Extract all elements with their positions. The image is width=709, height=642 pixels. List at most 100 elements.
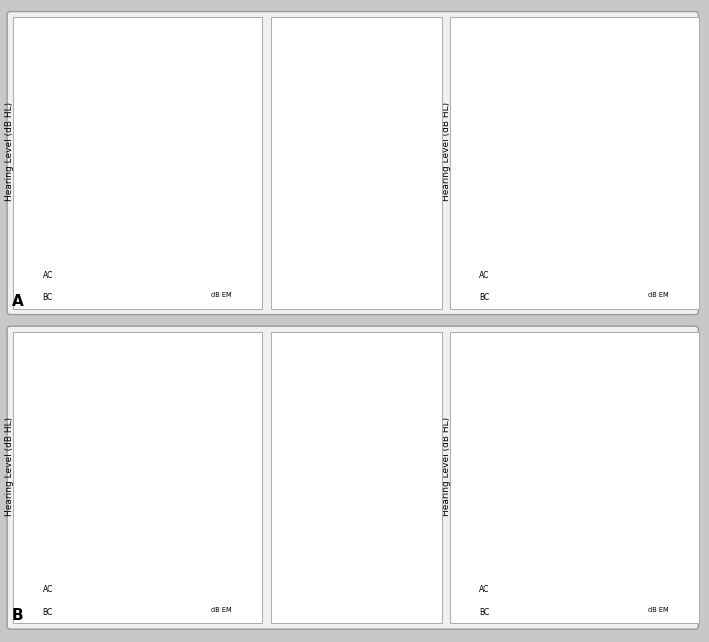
Text: X: X xyxy=(406,378,412,387)
Text: UCL: UCL xyxy=(277,517,292,526)
Text: t: t xyxy=(374,529,378,538)
Text: X: X xyxy=(406,353,412,362)
Text: BC: BC xyxy=(43,293,52,302)
Text: Right: Right xyxy=(332,349,354,358)
Text: AC unmasked: AC unmasked xyxy=(277,353,330,362)
Text: M: M xyxy=(372,189,380,198)
Title: Left Ear: Left Ear xyxy=(557,333,607,343)
Text: BC forehead masked: BC forehead masked xyxy=(277,101,356,110)
Text: Ø: Ø xyxy=(340,152,347,160)
Text: <: < xyxy=(339,391,347,400)
Title: Left Ear: Left Ear xyxy=(557,19,607,28)
Text: PTA  AC: 20  BC:: PTA AC: 20 BC: xyxy=(65,605,138,614)
Text: A: A xyxy=(406,479,412,488)
Text: BC unmasked: BC unmasked xyxy=(277,76,329,85)
Text: SII:: SII: xyxy=(636,290,650,299)
Text: S: S xyxy=(340,454,346,463)
Text: ]: ] xyxy=(408,403,411,412)
Text: u: u xyxy=(406,517,412,526)
Text: △: △ xyxy=(340,51,347,60)
Text: Right: Right xyxy=(332,34,354,43)
Text: SF aided: SF aided xyxy=(277,164,310,173)
Text: ●: ● xyxy=(372,39,380,48)
Text: PTA  AC: 13  BC:: PTA AC: 13 BC: xyxy=(65,290,138,299)
Text: AC Transducer:  TDH50: AC Transducer: TDH50 xyxy=(312,603,401,612)
Text: AC unmasked: AC unmasked xyxy=(277,39,330,48)
Text: CI: CI xyxy=(405,177,413,186)
Text: U: U xyxy=(340,202,346,211)
Text: REF. ANSI S3.6 / IEC 60645 / ISO 389: REF. ANSI S3.6 / IEC 60645 / ISO 389 xyxy=(292,615,420,621)
Text: BC unmasked: BC unmasked xyxy=(277,391,329,400)
Text: Γ: Γ xyxy=(407,101,412,110)
Text: BC NR: BC NR xyxy=(277,126,301,135)
Text: MCL: MCL xyxy=(277,189,293,198)
Text: t: t xyxy=(408,529,411,538)
Text: TEN: TEN xyxy=(277,542,292,551)
Title: Right Ear: Right Ear xyxy=(116,19,174,28)
Text: TEN: TEN xyxy=(334,542,352,551)
Text: t: t xyxy=(408,214,411,223)
Text: m: m xyxy=(405,504,413,513)
Text: >: > xyxy=(406,391,413,400)
Text: △: △ xyxy=(340,365,347,374)
Text: M: M xyxy=(339,504,347,513)
Text: X: X xyxy=(406,152,412,160)
Text: [: [ xyxy=(341,89,345,98)
Text: BC: BC xyxy=(479,293,489,302)
Text: S: S xyxy=(340,139,346,148)
Y-axis label: Hearing Level (dB HL): Hearing Level (dB HL) xyxy=(5,102,14,202)
Text: O: O xyxy=(340,353,347,362)
Text: AC NR: AC NR xyxy=(277,64,301,73)
Text: Left: Left xyxy=(401,349,417,358)
Text: □: □ xyxy=(405,365,413,374)
Text: ζ: ζ xyxy=(407,441,411,450)
Text: SF aided: SF aided xyxy=(277,479,310,488)
Text: S: S xyxy=(373,454,379,463)
Text: BC: BC xyxy=(43,608,52,617)
Text: S: S xyxy=(406,454,412,463)
Text: [: [ xyxy=(341,403,345,412)
X-axis label: Frequency (Hz): Frequency (Hz) xyxy=(113,31,177,40)
Text: X: X xyxy=(406,466,412,475)
Text: O: O xyxy=(340,39,347,48)
X-axis label: Frequency (Hz): Frequency (Hz) xyxy=(550,345,614,354)
Text: BC masked: BC masked xyxy=(277,89,320,98)
Text: CI: CI xyxy=(339,177,347,186)
Text: CI: CI xyxy=(372,492,381,501)
Text: ζ: ζ xyxy=(340,441,345,450)
Text: REF. ANSI S3.4 / IEC 60645 / ISO 389: REF. ANSI S3.4 / IEC 60645 / ISO 389 xyxy=(293,300,420,306)
Text: SF masked: SF masked xyxy=(277,152,318,160)
Text: AC: AC xyxy=(43,271,53,280)
Text: UCL: UCL xyxy=(277,202,292,211)
Text: U: U xyxy=(373,517,379,526)
Text: AC masked: AC masked xyxy=(277,51,320,60)
Text: S: S xyxy=(406,139,412,148)
Text: M: M xyxy=(339,189,347,198)
Text: Both: Both xyxy=(367,349,386,358)
Text: ■: ■ xyxy=(372,51,380,60)
Text: t: t xyxy=(341,214,345,223)
Text: SII: 71%: SII: 71% xyxy=(188,605,225,614)
Text: SF unmasked: SF unmasked xyxy=(277,139,328,148)
Text: B: B xyxy=(12,609,23,623)
Text: AC: AC xyxy=(43,586,53,594)
Text: A: A xyxy=(373,164,379,173)
Text: t: t xyxy=(341,529,345,538)
Title: Right Ear: Right Ear xyxy=(116,333,174,343)
Text: CI: CI xyxy=(339,492,347,501)
Text: SF unmasked: SF unmasked xyxy=(277,454,328,463)
Text: SF cochlear implant: SF cochlear implant xyxy=(277,177,353,186)
Text: O: O xyxy=(340,64,347,73)
Text: O: O xyxy=(340,378,347,387)
Text: AC: AC xyxy=(479,271,490,280)
Text: dB EM: dB EM xyxy=(211,607,232,612)
Text: U: U xyxy=(340,517,346,526)
Text: SF masked: SF masked xyxy=(277,466,318,475)
Text: ζ: ζ xyxy=(340,126,345,135)
Text: U: U xyxy=(373,202,379,211)
Text: u: u xyxy=(406,202,412,211)
Text: ■: ■ xyxy=(372,365,380,374)
Text: BC masked: BC masked xyxy=(277,403,320,412)
Text: SII:: SII: xyxy=(636,605,650,614)
Text: M: M xyxy=(372,504,380,513)
